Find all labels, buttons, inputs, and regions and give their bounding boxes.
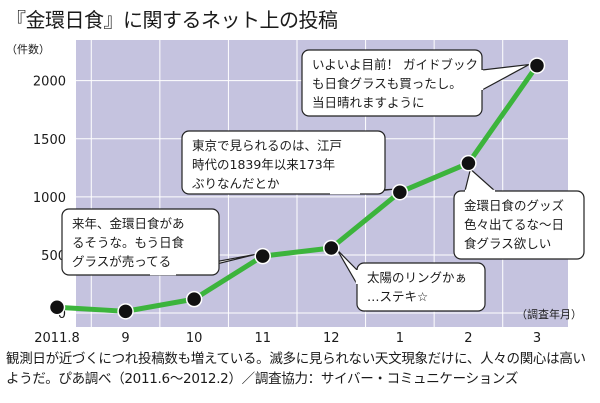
callout-1: 太陽のリングかぁ …ステキ☆ (355, 262, 486, 312)
x-axis-unit: （調査年月） (516, 307, 582, 321)
series-posts (54, 63, 540, 314)
x-tick-label-7: 3 (533, 331, 541, 345)
data-point-2 (185, 290, 203, 308)
y-tick-label-0: 0 (58, 307, 66, 322)
data-point-1 (117, 303, 134, 320)
callout-text-3-2: 食グラス欲しい (464, 236, 551, 251)
y-tick-label-2000: 2000 (33, 75, 66, 90)
callout-text-0-1: るそうな。もう日食 (72, 235, 185, 250)
x-axis-ticks: 2011.8 9 10 11 12 1 2 3 (34, 331, 541, 345)
x-tick-label-1: 9 (121, 331, 129, 345)
series-line (54, 63, 540, 314)
x-tick-label-5: 1 (396, 331, 404, 345)
callout-text-4-1: も日食グラスも買ったし。 (312, 76, 462, 91)
y-tick-label-1000: 1000 (33, 191, 66, 206)
x-tick-label-3: 11 (254, 331, 271, 345)
callout-text-3-1: 色々出てるな〜日 (464, 217, 564, 232)
callout-text-0-0: 来年、金環日食があ (72, 216, 185, 231)
y-tick-label-1500: 1500 (33, 133, 66, 148)
callout-text-2-0: 東京で見られるのは、江戸 (192, 138, 342, 153)
callout-text-4-2: 当日晴れますように (312, 95, 425, 110)
callout-text-3-0: 金環日食のグッズ (464, 198, 564, 213)
x-tick-label-2: 10 (186, 331, 203, 345)
x-tick-label-4: 12 (323, 331, 340, 345)
y-axis-ticks: 0 500 1000 1500 2000 (33, 75, 66, 322)
y-tick-label-500: 500 (41, 249, 66, 264)
data-point-3 (254, 247, 271, 265)
x-tick-label-6: 2 (464, 331, 472, 345)
callout-text-2-1: 時代の1839年以来173年 (192, 157, 335, 172)
callout-box-3 (453, 190, 585, 260)
callout-text-0-2: グラスが売ってる (72, 254, 171, 269)
chart-caption: 観測日が近づくにつれ投稿数も増えている。滅多に見られない天文現象だけに、人々の関… (6, 351, 586, 387)
callout-box-2 (181, 130, 386, 195)
data-point-5 (391, 183, 409, 201)
callout-box-0 (61, 208, 220, 276)
callout-text-4-0: いよいよ目前！ ガイドブック (312, 57, 478, 72)
data-point-0 (48, 298, 66, 316)
callout-text-1-1: …ステキ☆ (367, 289, 428, 304)
data-point-6 (460, 154, 477, 172)
data-markers (48, 57, 546, 320)
chart-title: 『金環日食』に関するネット上の投稿 (6, 8, 338, 32)
x-tick-label-0: 2011.8 (34, 331, 80, 345)
y-axis-unit: （件数） (6, 43, 50, 56)
data-point-4 (323, 239, 340, 257)
callout-text-1-0: 太陽のリングかぁ (367, 270, 467, 285)
data-point-7 (528, 57, 546, 74)
callout-box-1 (356, 262, 486, 312)
callout-text-2-2: ぶりなんだとか (192, 176, 280, 191)
